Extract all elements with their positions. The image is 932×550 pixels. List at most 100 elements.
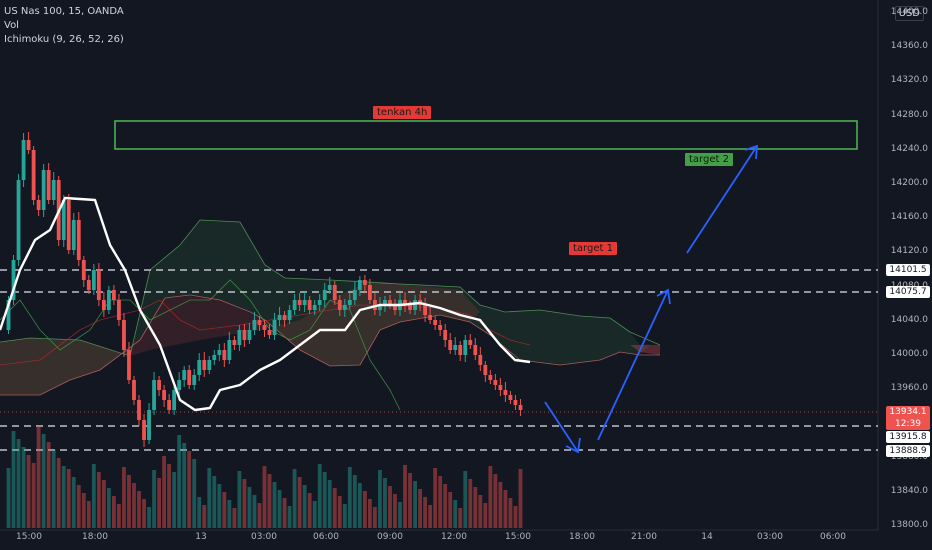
price-tick-label: 14200.0 bbox=[890, 178, 928, 188]
price-tick-label: 14160.0 bbox=[890, 212, 928, 223]
candle-body bbox=[162, 390, 167, 400]
candle-body bbox=[71, 220, 76, 250]
candle-body bbox=[16, 180, 21, 260]
candle-body bbox=[433, 320, 438, 325]
candle-body bbox=[498, 385, 503, 390]
candle-body bbox=[242, 330, 247, 340]
candle-body bbox=[488, 375, 493, 380]
time-tick-label: 21:00 bbox=[631, 532, 657, 542]
volume-bar bbox=[337, 496, 342, 528]
volume-bar bbox=[56, 458, 61, 528]
candle-body bbox=[438, 325, 443, 330]
candle-body bbox=[91, 270, 96, 290]
volume-bar bbox=[503, 490, 508, 528]
candle-body bbox=[468, 340, 473, 345]
candle-body bbox=[61, 200, 66, 240]
volume-bar bbox=[197, 497, 202, 528]
volume-bar bbox=[106, 488, 111, 528]
candle-body bbox=[342, 305, 347, 310]
candle-body bbox=[187, 370, 192, 385]
volume-bar bbox=[61, 466, 66, 528]
volume-bar bbox=[282, 498, 287, 528]
volume-bar bbox=[142, 499, 146, 528]
candle-body bbox=[367, 285, 372, 300]
target-1-label[interactable]: target 1 bbox=[569, 242, 617, 255]
volume-bar bbox=[167, 464, 172, 528]
volume-bar bbox=[448, 492, 453, 528]
candle-body bbox=[373, 300, 377, 310]
volume-bar bbox=[66, 469, 71, 528]
candle-body bbox=[413, 300, 417, 310]
candle-body bbox=[282, 315, 287, 320]
candle-body bbox=[101, 300, 106, 310]
senkou-span-a bbox=[0, 219, 661, 357]
volume-bar bbox=[413, 481, 417, 528]
time-tick-label: 13 bbox=[195, 532, 207, 542]
volume-bar bbox=[16, 439, 21, 528]
candle-body bbox=[337, 300, 342, 310]
volume-bar bbox=[373, 507, 377, 528]
candle-body bbox=[66, 200, 71, 250]
candle-body bbox=[122, 320, 126, 350]
volume-bar bbox=[317, 464, 322, 528]
candle-body bbox=[11, 260, 16, 300]
volume-bar bbox=[488, 466, 493, 528]
candle-body bbox=[36, 200, 41, 210]
candle-body bbox=[31, 150, 36, 200]
volume-bar bbox=[202, 505, 207, 528]
candle-body bbox=[227, 340, 232, 360]
price-tick-label: 13960.0 bbox=[890, 383, 928, 394]
candle-body bbox=[257, 320, 262, 325]
target-2-label[interactable]: target 2 bbox=[685, 153, 733, 166]
volume-bar bbox=[297, 477, 302, 528]
tenkan-4h-label[interactable]: tenkan 4h bbox=[373, 106, 432, 119]
volume-bar bbox=[76, 485, 81, 528]
volume-bar bbox=[408, 473, 412, 528]
volume-bar bbox=[418, 489, 422, 528]
candle-body bbox=[513, 400, 518, 405]
currency-button[interactable]: USD bbox=[894, 6, 924, 21]
volume-bar bbox=[267, 474, 272, 528]
volume-bar bbox=[287, 506, 292, 528]
candle-body bbox=[357, 280, 362, 290]
volume-bar bbox=[342, 504, 347, 528]
volume-bar bbox=[86, 501, 91, 528]
volume-bar bbox=[322, 472, 327, 528]
candle-body bbox=[177, 380, 182, 390]
time-tick-label: 18:00 bbox=[569, 532, 595, 542]
volume-legend[interactable]: Vol bbox=[4, 20, 19, 31]
volume-bar bbox=[292, 469, 297, 528]
volume-bar bbox=[36, 426, 41, 528]
volume-bar bbox=[162, 456, 167, 528]
volume-bar bbox=[212, 476, 217, 528]
candle-body bbox=[182, 370, 187, 380]
candle-body bbox=[267, 330, 272, 335]
projection-arrow-down-head bbox=[565, 437, 581, 454]
symbol-legend[interactable]: US Nas 100, 15, OANDA bbox=[4, 6, 124, 17]
volume-bar bbox=[257, 503, 262, 528]
candle-body bbox=[428, 315, 433, 320]
price-tick-label: 14040.0 bbox=[890, 314, 928, 325]
volume-bar bbox=[383, 478, 387, 528]
price-tag: 13934.1 12:39 bbox=[886, 406, 930, 430]
senkou-span-b bbox=[0, 294, 660, 396]
candle-body bbox=[117, 300, 121, 320]
candle-body bbox=[453, 345, 458, 350]
volume-bar bbox=[443, 484, 448, 528]
candle-body bbox=[383, 300, 387, 305]
volume-bar bbox=[147, 507, 151, 528]
candle-body bbox=[327, 285, 332, 290]
volume-bar bbox=[513, 506, 518, 528]
candle-body bbox=[403, 300, 407, 305]
candle-body bbox=[137, 400, 141, 420]
candle-body bbox=[277, 315, 282, 320]
candle-body bbox=[86, 280, 91, 290]
candle-body bbox=[302, 300, 307, 305]
candle-body bbox=[473, 345, 478, 355]
candle-body bbox=[347, 300, 352, 305]
ichimoku-legend[interactable]: Ichimoku (9, 26, 52, 26) bbox=[4, 34, 124, 45]
volume-bar bbox=[71, 477, 76, 528]
candle-body bbox=[6, 300, 11, 330]
